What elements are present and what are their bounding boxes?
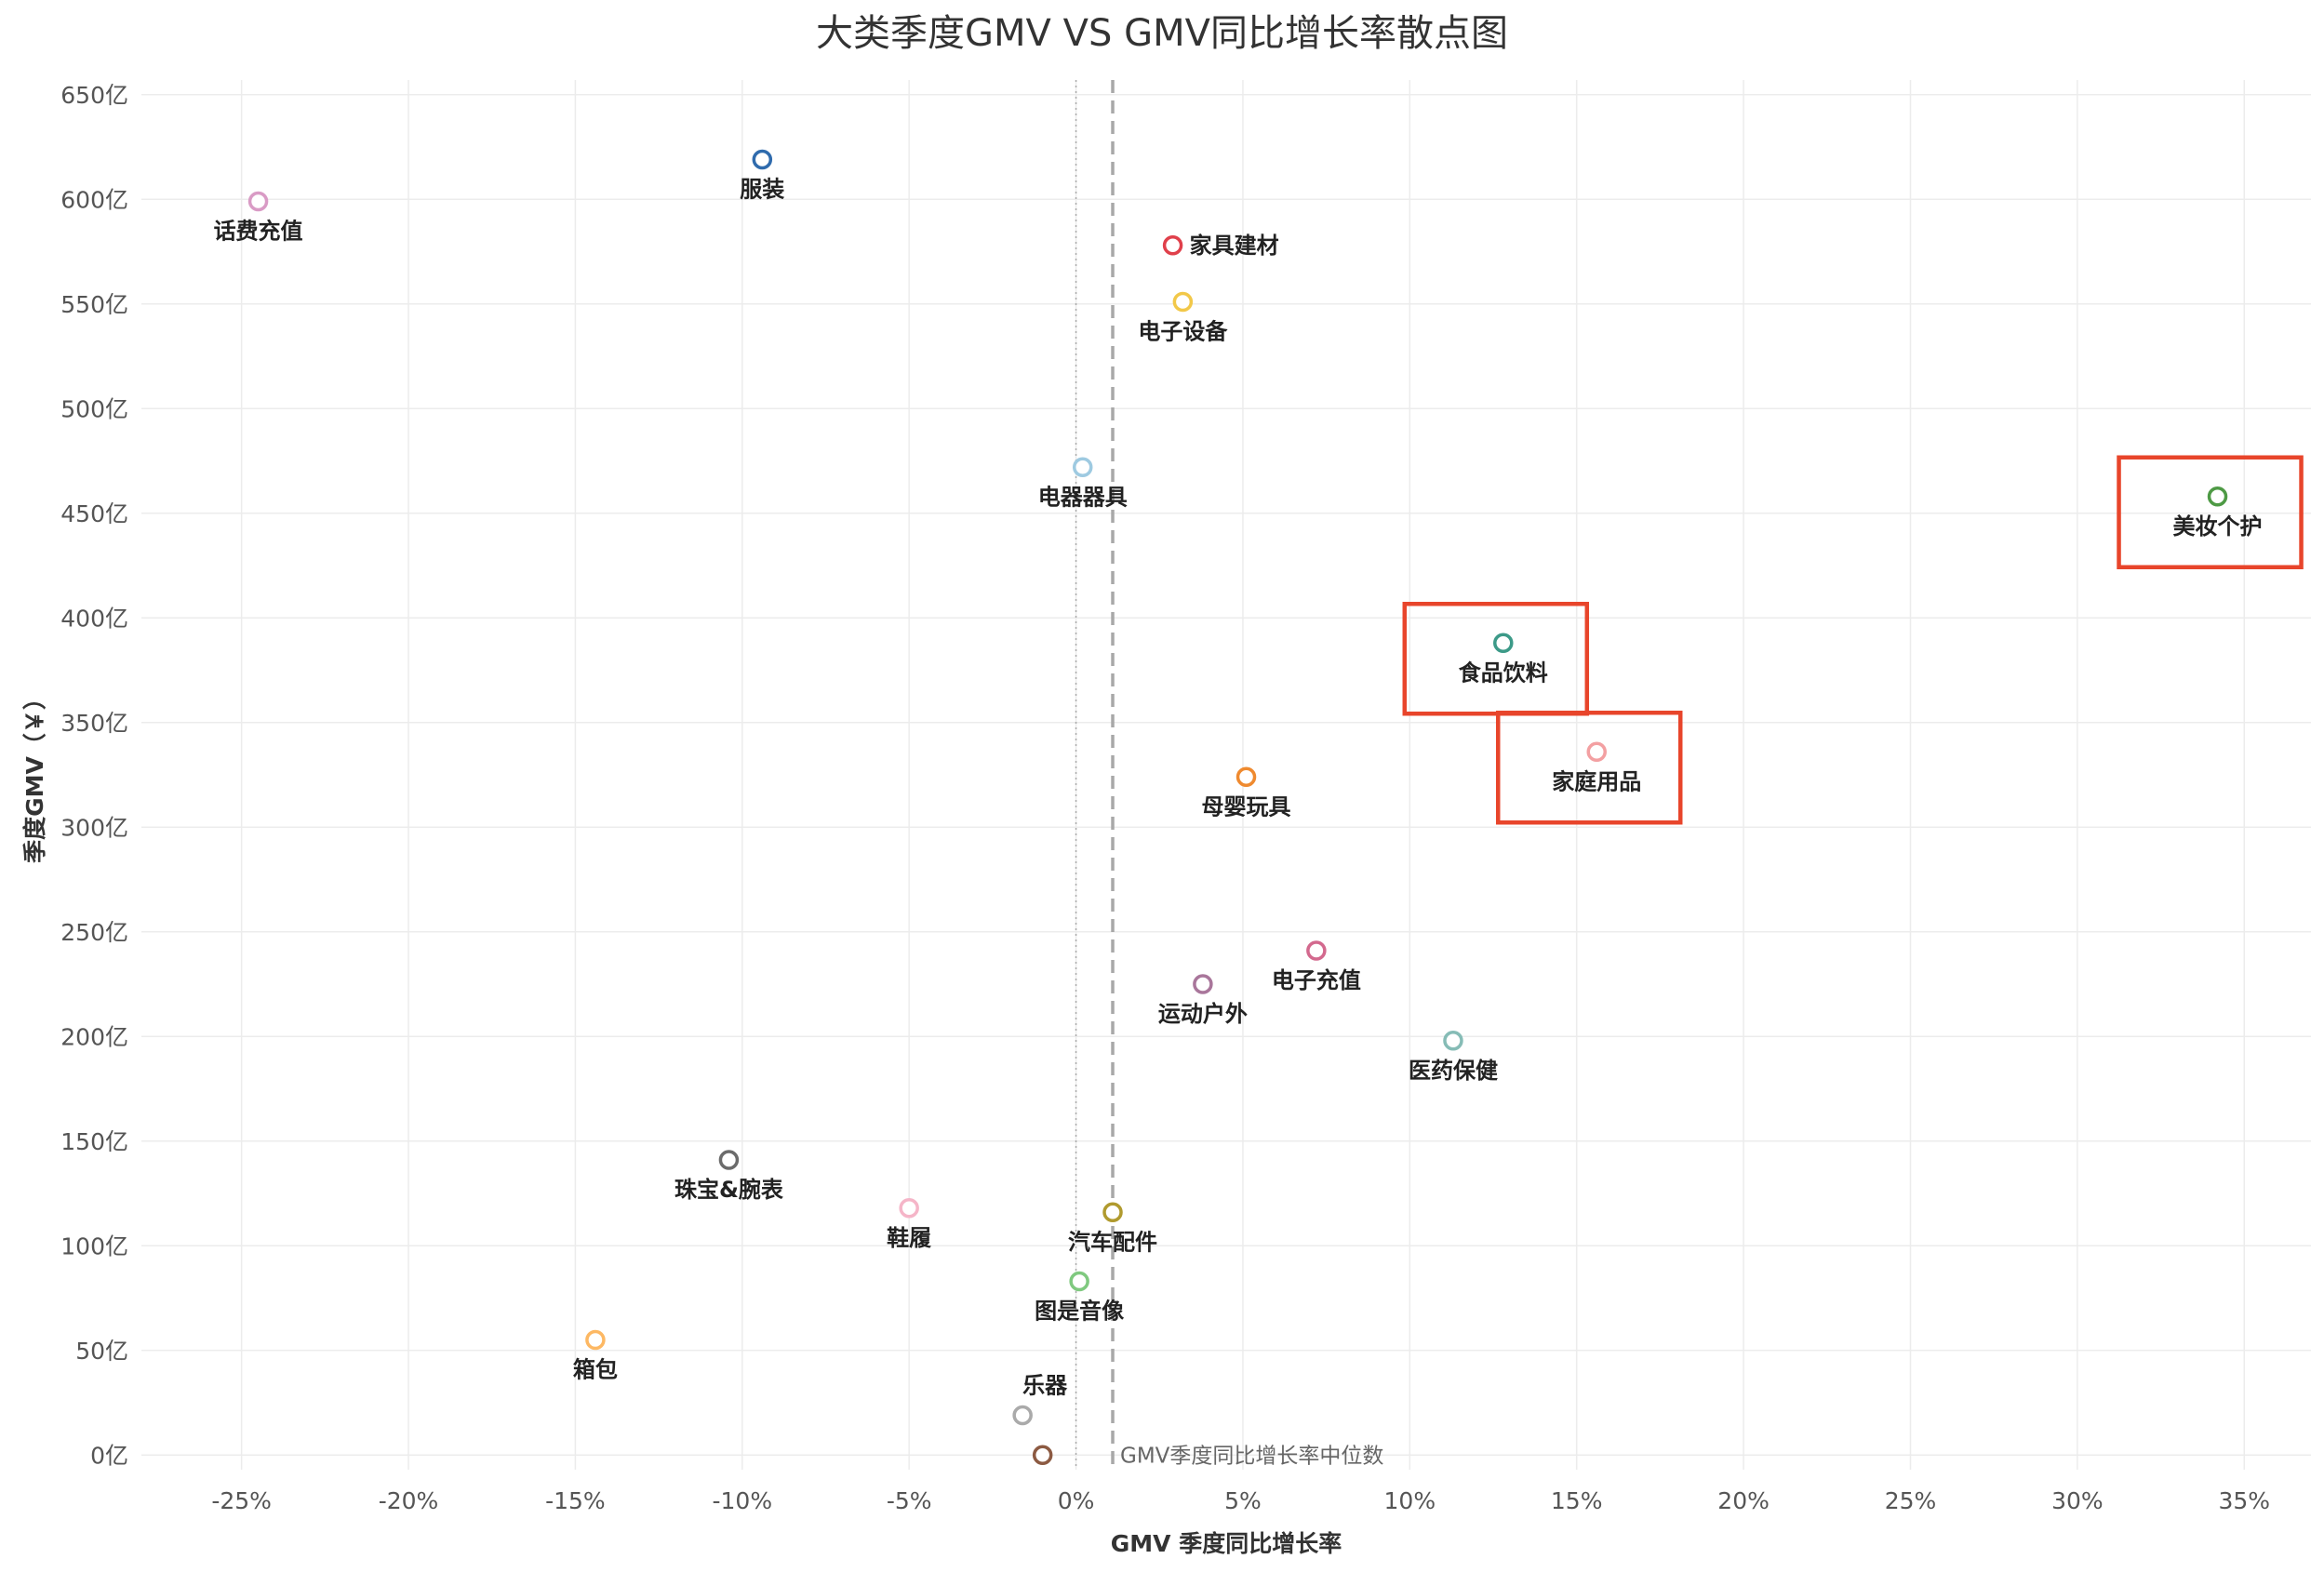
y-tick-label: 100亿 bbox=[60, 1232, 128, 1259]
data-point-label: 乐器 bbox=[1022, 1373, 1068, 1399]
data-point bbox=[2207, 486, 2228, 507]
data-point-label: 电子充值 bbox=[1272, 967, 1361, 993]
data-point-label: 美妆个护 bbox=[2173, 513, 2263, 540]
data-point-label: 服装 bbox=[740, 177, 784, 203]
x-tick-label: -10% bbox=[712, 1487, 772, 1514]
data-point bbox=[1162, 235, 1183, 256]
highlight-box bbox=[2117, 455, 2304, 569]
data-point bbox=[1586, 741, 1607, 762]
y-tick-label: 150亿 bbox=[60, 1128, 128, 1155]
data-point bbox=[899, 1198, 919, 1219]
data-point-label: 家具建材 bbox=[1190, 233, 1279, 259]
data-point-label: 运动户外 bbox=[1158, 1001, 1248, 1027]
data-point-label: 珠宝&腕表 bbox=[674, 1177, 784, 1203]
x-axis-title: GMV 季度同比增长率 bbox=[1111, 1530, 1342, 1557]
data-point bbox=[718, 1150, 740, 1170]
data-point-label: 汽车配件 bbox=[1068, 1229, 1157, 1255]
data-point bbox=[1443, 1031, 1463, 1051]
y-tick-label: 600亿 bbox=[60, 186, 128, 213]
data-point bbox=[1235, 766, 1257, 787]
median-reference-line: GMV季度同比增长率中位数 bbox=[1111, 80, 1383, 1470]
y-tick-label: 650亿 bbox=[60, 82, 128, 109]
data-point-label: 电子设备 bbox=[1138, 319, 1228, 345]
grid-lines bbox=[141, 80, 2311, 1470]
x-tick-label: -5% bbox=[887, 1487, 932, 1514]
data-point bbox=[1069, 1271, 1089, 1292]
data-point-label: 鞋履 bbox=[887, 1225, 931, 1251]
x-tick-label: 25% bbox=[1885, 1487, 1937, 1514]
y-tick-label: 500亿 bbox=[60, 395, 128, 422]
data-point bbox=[1493, 633, 1514, 653]
y-axis-ticks: 0亿 50亿 100亿 150亿 200亿 250亿 300亿 350亿 400亿 450亿 500… bbox=[60, 82, 128, 1470]
x-axis-ticks: -25% -20% -15% -10% -5% 0% 5% 10% 15% 20% 25% 30% 35… bbox=[211, 1487, 2270, 1514]
data-point-label: 箱包 bbox=[573, 1357, 618, 1383]
data-point-label: 电器器具 bbox=[1038, 484, 1128, 510]
highlight-box bbox=[1402, 602, 1590, 716]
y-tick-label: 250亿 bbox=[60, 919, 128, 946]
data-point bbox=[1072, 457, 1093, 477]
data-point bbox=[1172, 291, 1194, 313]
y-tick-label: 200亿 bbox=[60, 1023, 128, 1050]
x-tick-label: -15% bbox=[545, 1487, 606, 1514]
x-tick-label: 35% bbox=[2218, 1487, 2270, 1514]
data-point bbox=[247, 191, 269, 212]
data-point bbox=[1193, 974, 1213, 994]
data-points bbox=[247, 149, 2228, 1465]
y-tick-label: 50亿 bbox=[75, 1338, 128, 1365]
y-axis-title: 季度GMV（￥） bbox=[21, 686, 48, 863]
x-tick-label: 5% bbox=[1224, 1487, 1262, 1514]
x-tick-label: 30% bbox=[2051, 1487, 2104, 1514]
point-labels: 话费充值 服装家具建材电子设备电器器具美妆个护食品饮料家庭用品母婴玩具电子充值运动… bbox=[214, 177, 2263, 1399]
y-tick-label: 450亿 bbox=[60, 500, 128, 527]
y-tick-label: 550亿 bbox=[60, 291, 128, 318]
data-point bbox=[1012, 1405, 1033, 1426]
x-tick-label: 0% bbox=[1058, 1487, 1095, 1514]
data-point bbox=[585, 1329, 606, 1351]
data-point-label: 母婴玩具 bbox=[1202, 793, 1291, 819]
x-tick-label: 20% bbox=[1717, 1487, 1770, 1514]
data-point bbox=[752, 149, 773, 170]
x-tick-label: 10% bbox=[1384, 1487, 1436, 1514]
x-tick-label: -20% bbox=[379, 1487, 439, 1514]
x-tick-label: -25% bbox=[211, 1487, 272, 1514]
data-point bbox=[1102, 1202, 1123, 1222]
data-point-label: 家庭用品 bbox=[1552, 768, 1641, 794]
chart-title: 大类季度GMV VS GMV同比增长率散点图 bbox=[816, 12, 1508, 55]
data-point bbox=[1032, 1445, 1053, 1465]
y-tick-label: 300亿 bbox=[60, 814, 128, 841]
y-tick-label: 400亿 bbox=[60, 605, 128, 632]
data-point-label: 食品饮料 bbox=[1459, 659, 1548, 686]
y-tick-label: 350亿 bbox=[60, 710, 128, 737]
data-point-label: 话费充值 bbox=[214, 219, 303, 245]
data-point-label: 图是音像 bbox=[1035, 1299, 1125, 1325]
highlight-box bbox=[1495, 711, 1683, 825]
median-line-label: GMV季度同比增长率中位数 bbox=[1120, 1444, 1383, 1468]
highlight-boxes bbox=[1402, 455, 2304, 825]
x-tick-label: 15% bbox=[1551, 1487, 1603, 1514]
data-point bbox=[1306, 940, 1327, 961]
y-tick-label: 0亿 bbox=[90, 1442, 128, 1469]
data-point-label: 医药保健 bbox=[1409, 1058, 1498, 1084]
